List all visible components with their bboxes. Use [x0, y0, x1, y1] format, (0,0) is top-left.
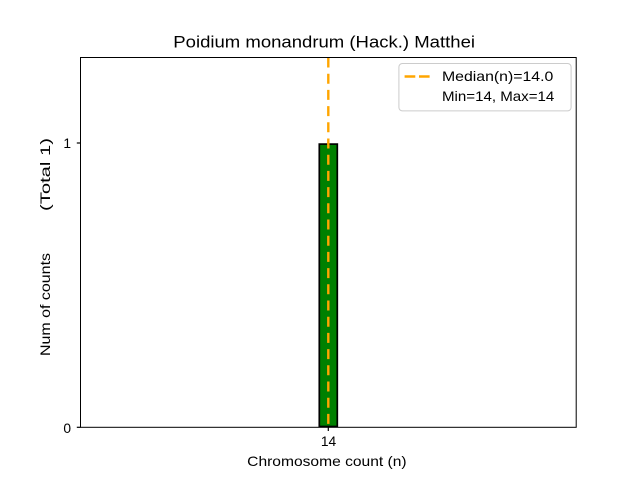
svg-text:Num of counts: Num of counts: [37, 253, 53, 356]
svg-text:Min=14, Max=14: Min=14, Max=14: [442, 88, 555, 104]
svg-text:Chromosome count (n): Chromosome count (n): [247, 453, 406, 469]
svg-text:(Total 1): (Total 1): [37, 138, 53, 211]
svg-text:0: 0: [63, 421, 71, 436]
svg-text:14: 14: [321, 434, 337, 449]
svg-text:Poidium monandrum (Hack.) Matt: Poidium monandrum (Hack.) Matthei: [173, 33, 475, 52]
svg-text:1: 1: [63, 136, 71, 151]
svg-text:Median(n)=14.0: Median(n)=14.0: [442, 68, 554, 84]
